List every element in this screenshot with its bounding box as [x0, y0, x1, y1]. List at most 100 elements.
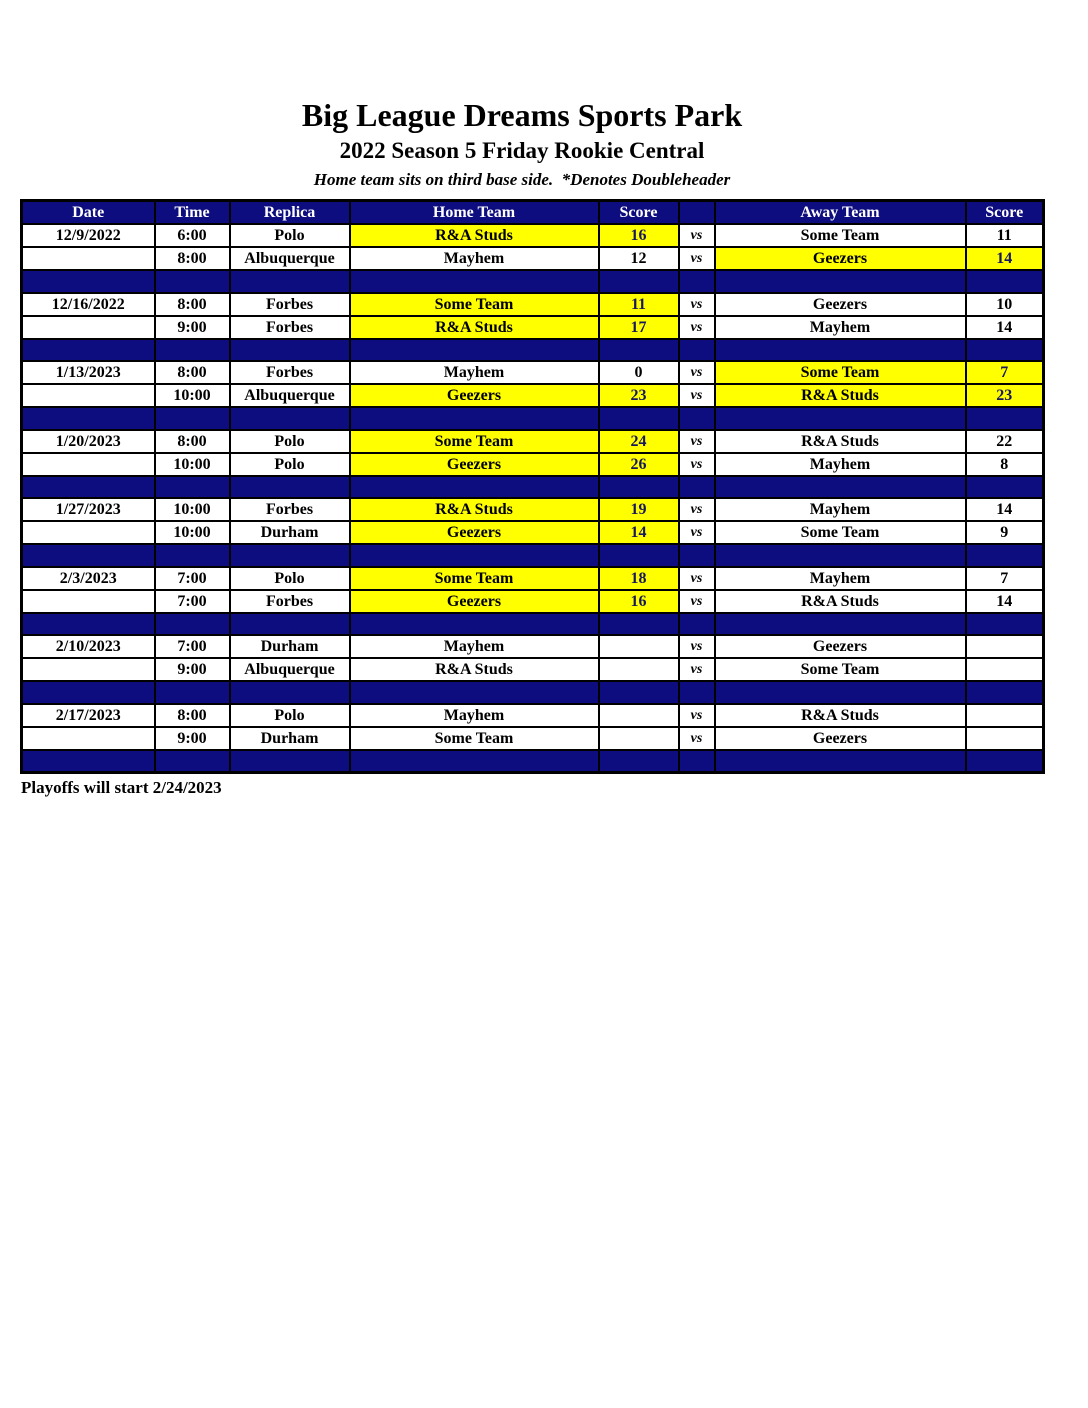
home-score-cell: 26 [597, 451, 680, 477]
header-home-score: Score [597, 200, 680, 226]
date-cell: 12/9/2022 [20, 223, 156, 249]
home-team-cell: Mayhem [348, 360, 600, 386]
replica-cell: Polo [228, 702, 351, 728]
home-score-cell: 24 [597, 428, 680, 454]
date-cell: 12/16/2022 [20, 291, 156, 317]
replica-cell: Forbes [228, 291, 351, 317]
game-row: 1/13/2023 8:00 Forbes Mayhem 0 vs Some T… [20, 360, 1045, 386]
spacer-row [20, 338, 1045, 363]
away-team-cell: Mayhem [713, 451, 967, 477]
time-cell: 10:00 [153, 520, 231, 546]
vs-label: vs [677, 497, 716, 523]
away-score-cell: 10 [964, 291, 1045, 317]
time-cell: 8:00 [153, 702, 231, 728]
home-team-cell: Geezers [348, 588, 600, 614]
home-team-cell: Geezers [348, 451, 600, 477]
vs-label: vs [677, 223, 716, 249]
home-team-note: Home team sits on third base side. *Deno… [313, 170, 731, 190]
spacer-row [20, 612, 1045, 637]
away-score-cell: 14 [964, 588, 1045, 614]
away-score-cell [964, 634, 1045, 660]
away-team-cell: Mayhem [713, 497, 967, 523]
time-cell: 9:00 [153, 314, 231, 340]
game-row: 1/27/2023 10:00 Forbes R&A Studs 19 vs M… [20, 497, 1045, 523]
vs-label: vs [677, 565, 716, 591]
time-cell: 6:00 [153, 223, 231, 249]
replica-cell: Forbes [228, 588, 351, 614]
home-team-cell: Geezers [348, 520, 600, 546]
date-cell: 2/10/2023 [20, 634, 156, 660]
home-score-cell: 16 [597, 223, 680, 249]
spacer-row [20, 406, 1045, 431]
away-team-cell: Geezers [713, 246, 967, 272]
date-cell [20, 246, 156, 272]
home-score-cell: 23 [597, 383, 680, 409]
away-team-cell: Mayhem [713, 314, 967, 340]
away-team-cell: Geezers [713, 291, 967, 317]
date-cell: 1/27/2023 [20, 497, 156, 523]
game-row: 10:00 Durham Geezers 14 vs Some Team 9 [20, 520, 1045, 546]
away-score-cell [964, 725, 1045, 751]
header-date: Date [20, 200, 156, 226]
vs-label: vs [677, 634, 716, 660]
home-team-cell: R&A Studs [348, 314, 600, 340]
vs-label: vs [677, 291, 716, 317]
header-row: Date Time Replica Home Team Score Away T… [20, 200, 1045, 226]
time-cell: 8:00 [153, 360, 231, 386]
away-team-cell: Some Team [713, 360, 967, 386]
replica-cell: Forbes [228, 314, 351, 340]
time-cell: 7:00 [153, 588, 231, 614]
time-cell: 7:00 [153, 634, 231, 660]
replica-cell: Albuquerque [228, 657, 351, 683]
away-team-cell: Some Team [713, 657, 967, 683]
spacer-row [20, 749, 1045, 774]
game-row: 7:00 Forbes Geezers 16 vs R&A Studs 14 [20, 588, 1045, 614]
vs-label: vs [677, 451, 716, 477]
replica-cell: Durham [228, 634, 351, 660]
replica-cell: Polo [228, 223, 351, 249]
game-row: 2/10/2023 7:00 Durham Mayhem vs Geezers [20, 634, 1045, 660]
game-row: 9:00 Forbes R&A Studs 17 vs Mayhem 14 [20, 314, 1045, 340]
away-score-cell: 7 [964, 360, 1045, 386]
time-cell: 8:00 [153, 428, 231, 454]
away-team-cell: Mayhem [713, 565, 967, 591]
game-row: 12/9/2022 6:00 Polo R&A Studs 16 vs Some… [20, 223, 1045, 249]
game-row: 8:00 Albuquerque Mayhem 12 vs Geezers 14 [20, 246, 1045, 272]
away-team-cell: Geezers [713, 725, 967, 751]
page-header: Big League Dreams Sports Park 2022 Seaso… [0, 0, 1044, 190]
away-score-cell: 22 [964, 428, 1045, 454]
date-cell [20, 588, 156, 614]
game-row: 12/16/2022 8:00 Forbes Some Team 11 vs G… [20, 291, 1045, 317]
replica-cell: Polo [228, 451, 351, 477]
away-score-cell: 9 [964, 520, 1045, 546]
time-cell: 10:00 [153, 497, 231, 523]
away-team-cell: R&A Studs [713, 588, 967, 614]
home-score-cell: 19 [597, 497, 680, 523]
home-score-cell: 18 [597, 565, 680, 591]
away-team-cell: Geezers [713, 634, 967, 660]
page-title: Big League Dreams Sports Park [301, 97, 743, 133]
away-team-cell: Some Team [713, 520, 967, 546]
time-cell: 9:00 [153, 657, 231, 683]
date-cell [20, 725, 156, 751]
time-cell: 10:00 [153, 383, 231, 409]
vs-label: vs [677, 725, 716, 751]
away-team-cell: Some Team [713, 223, 967, 249]
replica-cell: Durham [228, 520, 351, 546]
date-cell [20, 451, 156, 477]
header-away-team: Away Team [713, 200, 967, 226]
vs-label: vs [677, 428, 716, 454]
schedule-table: Date Time Replica Home Team Score Away T… [20, 199, 1045, 774]
replica-cell: Forbes [228, 497, 351, 523]
away-team-cell: R&A Studs [713, 428, 967, 454]
header-time: Time [153, 200, 231, 226]
replica-cell: Polo [228, 428, 351, 454]
game-row: 9:00 Durham Some Team vs Geezers [20, 725, 1045, 751]
away-score-cell: 23 [964, 383, 1045, 409]
home-score-cell [597, 702, 680, 728]
away-score-cell: 14 [964, 314, 1045, 340]
vs-label: vs [677, 588, 716, 614]
date-cell [20, 314, 156, 340]
game-row: 1/20/2023 8:00 Polo Some Team 24 vs R&A … [20, 428, 1045, 454]
replica-cell: Forbes [228, 360, 351, 386]
